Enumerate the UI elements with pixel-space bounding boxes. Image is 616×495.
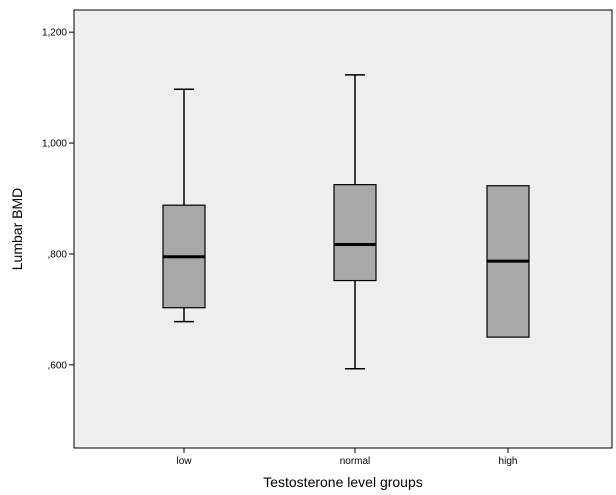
x-tick-label: normal [340, 456, 371, 467]
iqr-box [333, 184, 377, 282]
y-tick-label: 1,000 [42, 139, 67, 150]
box-low [162, 88, 206, 323]
box-normal [333, 74, 377, 370]
x-axis: low normal high [176, 448, 517, 467]
y-axis-title: Lumbar BMD [9, 188, 25, 270]
y-axis: ,600 ,800 1,000 1,200 [42, 28, 74, 371]
x-axis-title: Testosterone level groups [263, 474, 423, 490]
boxes-group [162, 74, 530, 370]
y-tick-label: ,600 [48, 360, 68, 371]
x-tick-label: high [499, 456, 518, 467]
x-tick-label: low [176, 456, 192, 467]
y-tick-label: ,800 [48, 249, 68, 260]
y-tick-label: 1,200 [42, 28, 67, 39]
box-high [486, 185, 530, 338]
